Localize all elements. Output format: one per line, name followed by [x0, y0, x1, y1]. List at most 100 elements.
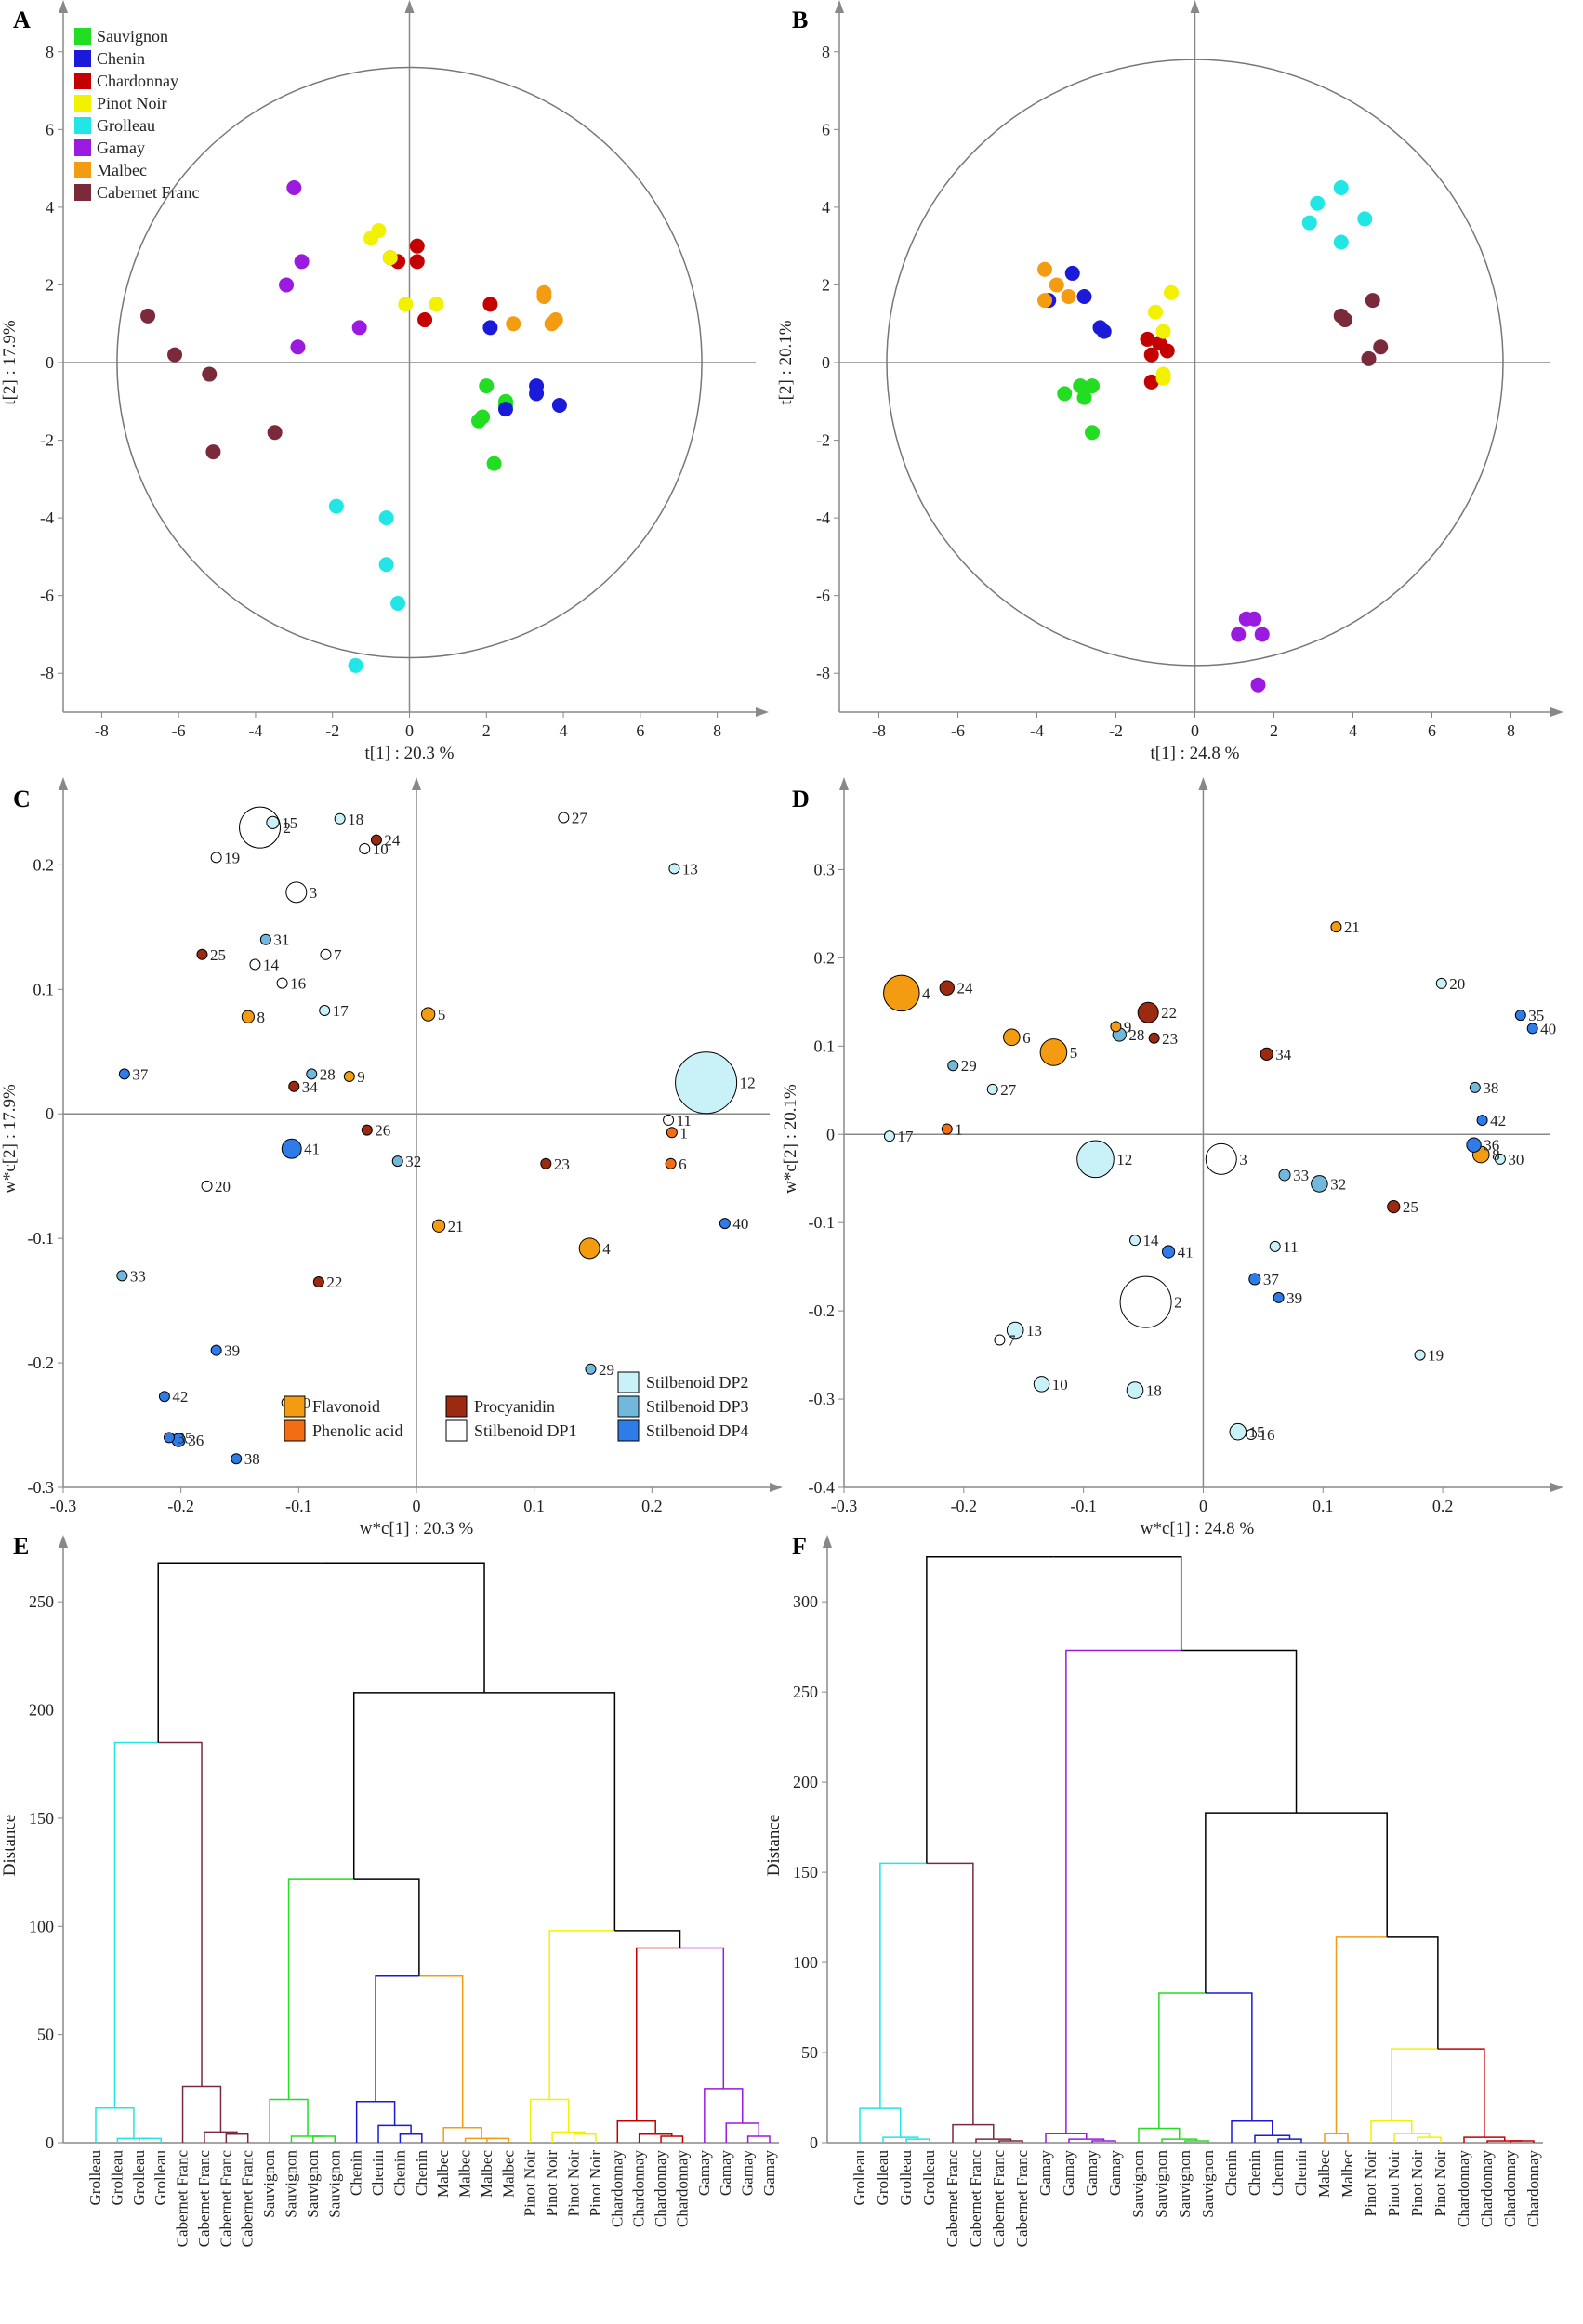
loading-label: 7	[1008, 1331, 1016, 1349]
legend-swatch	[284, 1395, 306, 1418]
loading-point-16	[1245, 1429, 1257, 1441]
y-tick-label: -8	[816, 664, 830, 682]
loading-point-36	[1466, 1137, 1482, 1153]
loading-label: 25	[1403, 1198, 1418, 1216]
x-tick-label: -0.1	[285, 1497, 312, 1515]
score-point-grolleau	[1333, 234, 1349, 250]
leaf-label: Gamay	[739, 2150, 757, 2197]
loading-point-22	[312, 1276, 324, 1288]
score-point-chenin	[1076, 288, 1092, 304]
leaf-label: Sauvignon	[282, 2150, 299, 2218]
legend-label: Grolleau	[97, 116, 155, 135]
y-axis-arrow	[59, 777, 68, 790]
score-point-sauvignon	[479, 378, 495, 394]
panel-B: -8 -6 -4 -2 0 2 4 6 8 -8 -6 -4 -2 0 2 4 6 8 t[1] : 24.8 % t…	[776, 0, 1563, 763]
dendro-branch	[95, 2107, 135, 2143]
zero-arrow	[1198, 777, 1208, 790]
loading-label: 23	[1162, 1030, 1178, 1048]
hotelling-ellipse	[886, 59, 1504, 667]
y-axis-arrow	[59, 0, 68, 13]
y-tick-label: -2	[816, 431, 830, 450]
score-point-cabernet-franc	[140, 308, 156, 324]
panel-D: -0.3 -0.2 -0.1 0 0.1 0.2-0.4-0.3-0.2-0.100.10…	[781, 777, 1563, 1538]
loading-point-12	[1076, 1140, 1115, 1179]
loading-label: 17	[333, 1002, 350, 1020]
y-tick-label: -0.1	[28, 1229, 55, 1248]
legend-label: Malbec	[97, 161, 147, 179]
score-point-malbec	[1049, 277, 1064, 293]
loading-label: 34	[302, 1078, 319, 1096]
loading-label: 22	[326, 1274, 342, 1291]
y-axis-arrow	[835, 0, 844, 13]
leaf-label: Chenin	[1246, 2150, 1263, 2197]
score-point-gamay	[279, 277, 295, 293]
legend-swatch	[284, 1419, 306, 1442]
loading-point-41	[281, 1138, 302, 1159]
leaf-label: Grolleau	[152, 2150, 169, 2206]
dendro-branch	[1417, 2136, 1442, 2143]
score-point-cabernet-franc	[1365, 293, 1380, 309]
loading-point-19	[210, 852, 222, 864]
loading-label: 41	[1178, 1244, 1194, 1261]
x-tick-label: -2	[325, 721, 339, 740]
y-axis-arrow	[823, 1535, 832, 1548]
score-point-malbec	[547, 312, 563, 328]
leaf-label: Sauvignon	[260, 2150, 278, 2218]
leaf-label: Grolleau	[920, 2150, 938, 2206]
loading-point-32	[391, 1155, 403, 1168]
loading-label: 34	[1275, 1046, 1292, 1063]
leaf-label: Pinot Noir	[565, 2150, 583, 2217]
loading-label: 5	[1070, 1044, 1078, 1062]
score-point-pinot-noir	[1148, 304, 1163, 320]
loading-label: 11	[677, 1112, 692, 1129]
loading-label: 22	[1161, 1004, 1177, 1022]
score-point-sauvignon	[1085, 425, 1100, 441]
leaf-label: Chardonnay	[1501, 2150, 1519, 2228]
loading-label: 18	[1146, 1382, 1162, 1400]
loading-point-14	[1129, 1235, 1141, 1247]
x-tick-label: 0	[1191, 721, 1199, 740]
score-point-chardonnay	[1159, 343, 1175, 359]
legend-swatch	[74, 28, 91, 45]
score-point-gamay	[1247, 611, 1262, 627]
loading-label: 20	[1449, 975, 1465, 993]
score-point-sauvignon	[475, 409, 491, 425]
y-axis-label: w*c[2] : 17.9%	[0, 1084, 20, 1194]
x-tick-label: 4	[1349, 721, 1357, 740]
x-axis-label: w*c[1] : 24.8 %	[1141, 1519, 1255, 1538]
leaf-label: Chardonnay	[652, 2150, 669, 2228]
loading-point-35	[164, 1432, 175, 1444]
dendro-branch	[573, 2133, 597, 2143]
legend-label: Sauvignon	[97, 27, 168, 46]
loading-label: 7	[334, 946, 342, 964]
y-tick-label: 200	[29, 1701, 54, 1720]
loading-point-9	[1110, 1021, 1122, 1033]
score-point-malbec	[536, 288, 552, 304]
legend-swatch	[74, 73, 91, 89]
loading-label: 15	[282, 814, 297, 832]
legend-label: Gamay	[97, 139, 145, 157]
loading-label: 30	[1508, 1151, 1524, 1169]
panel-label-A: A	[13, 7, 31, 33]
y-axis-label: t[2] : 17.9%	[0, 320, 20, 404]
loading-point-10	[1033, 1376, 1050, 1393]
loading-label: 27	[1000, 1081, 1017, 1099]
score-point-cabernet-franc	[1338, 312, 1352, 328]
y-tick-label: 4	[822, 198, 830, 217]
score-point-chenin	[1096, 324, 1112, 339]
score-point-pinot-noir	[1155, 366, 1171, 382]
x-tick-label: -0.2	[167, 1497, 194, 1515]
y-tick-label: -4	[40, 508, 54, 527]
loading-point-25	[196, 948, 208, 960]
loading-point-15	[266, 815, 280, 829]
score-point-pinot-noir	[371, 222, 387, 238]
y-tick-label: 150	[793, 1863, 818, 1882]
score-point-chardonnay	[1143, 347, 1159, 363]
y-tick-label: 50	[37, 2026, 54, 2044]
leaf-label: Chenin	[1222, 2150, 1240, 2197]
loading-point-2	[1119, 1275, 1172, 1328]
dendro-branch	[290, 2135, 324, 2143]
loading-label: 42	[172, 1388, 188, 1406]
loading-point-26	[361, 1124, 373, 1136]
